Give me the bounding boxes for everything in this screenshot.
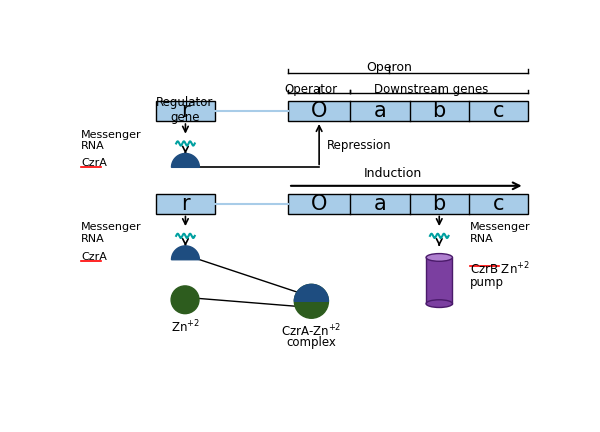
Text: Messenger
RNA: Messenger RNA (470, 222, 531, 244)
Text: b: b (433, 194, 446, 213)
Text: c: c (493, 101, 504, 121)
Polygon shape (172, 246, 199, 260)
FancyBboxPatch shape (157, 101, 215, 121)
FancyBboxPatch shape (157, 194, 215, 213)
Text: CzrA-Zn$^{+2}$: CzrA-Zn$^{+2}$ (281, 323, 341, 340)
Text: Operator: Operator (285, 83, 338, 95)
Polygon shape (295, 284, 328, 302)
Text: b: b (433, 101, 446, 121)
Text: r: r (181, 194, 190, 213)
Text: a: a (374, 101, 386, 121)
FancyBboxPatch shape (288, 101, 529, 121)
Circle shape (295, 284, 328, 318)
Circle shape (171, 286, 199, 314)
Ellipse shape (426, 300, 452, 308)
Text: pump: pump (470, 276, 504, 289)
Text: Induction: Induction (364, 168, 422, 181)
Text: Operon: Operon (366, 61, 412, 74)
Text: CzrA: CzrA (81, 159, 107, 168)
Text: Zn$^{+2}$: Zn$^{+2}$ (170, 319, 200, 336)
Text: CzrB Zn$^{+2}$: CzrB Zn$^{+2}$ (470, 260, 530, 277)
Text: r: r (181, 101, 190, 121)
FancyBboxPatch shape (426, 257, 452, 304)
Text: Repression: Repression (327, 139, 392, 152)
Text: Regulator
gene: Regulator gene (157, 96, 214, 124)
Text: a: a (374, 194, 386, 213)
Text: c: c (493, 194, 504, 213)
Text: O: O (311, 101, 328, 121)
Text: complex: complex (286, 336, 337, 349)
Text: Messenger
RNA: Messenger RNA (81, 130, 142, 151)
FancyBboxPatch shape (288, 194, 529, 213)
Text: CzrA: CzrA (81, 252, 107, 262)
Ellipse shape (426, 254, 452, 261)
Polygon shape (172, 153, 199, 167)
Text: O: O (311, 194, 328, 213)
Text: Messenger
RNA: Messenger RNA (81, 222, 142, 244)
Text: Downstream genes: Downstream genes (374, 83, 488, 95)
